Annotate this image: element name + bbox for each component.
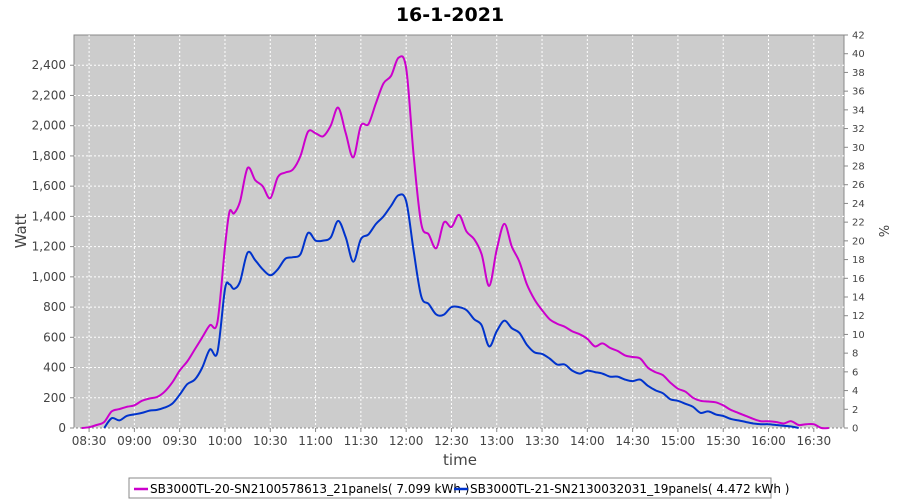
y2-tick-label: 4: [852, 386, 858, 397]
y2-tick-label: 14: [852, 293, 865, 304]
y-tick-label: 800: [43, 300, 66, 314]
y2-tick-label: 40: [852, 49, 865, 60]
y2-tick-label: 28: [852, 162, 865, 173]
legend-box: [128, 477, 772, 499]
x-tick-label: 08:30: [72, 434, 107, 448]
x-tick-label: 14:00: [570, 434, 605, 448]
y2-tick-label: 36: [852, 87, 865, 98]
y2-tick-label: 10: [852, 330, 865, 341]
x-tick-label: 13:00: [479, 434, 514, 448]
x-tick-label: 12:00: [389, 434, 424, 448]
x-tick-label: 16:30: [797, 434, 832, 448]
x-tick-label: 15:00: [661, 434, 696, 448]
y-tick-label: 400: [43, 361, 66, 375]
y-tick-label: 1,400: [32, 209, 66, 223]
y2-tick-label: 16: [852, 274, 865, 285]
x-tick-label: 15:30: [706, 434, 741, 448]
y-tick-label: 2,200: [32, 88, 66, 102]
y2-tick-label: 42: [852, 31, 865, 42]
plot-area: [73, 34, 845, 429]
y2-tick-label: 2: [852, 405, 858, 416]
y-tick-label: 2,000: [32, 119, 66, 133]
y2-tick-label: 18: [852, 255, 865, 266]
y-tick-label: 1,000: [32, 270, 66, 284]
y2-tick-label: 20: [852, 236, 865, 247]
y2-tick-label: 30: [852, 143, 865, 154]
series-line-2: [103, 193, 799, 429]
y-tick-label: 600: [43, 330, 66, 344]
x-tick-label: 16:00: [751, 434, 786, 448]
series-lines: [81, 55, 829, 430]
y-tick-label: 1,200: [32, 240, 66, 254]
y2-tick-label: 22: [852, 218, 865, 229]
legend-label-1: SB3000TL-20-SN2100578613_21panels( 7.099…: [150, 482, 469, 496]
x-axis: 08:30 09:00 09:30 10:00 10:30 11:00 11:30 12:00…: [72, 428, 831, 448]
y-tick-label: 1,600: [32, 179, 66, 193]
x-tick-label: 10:00: [208, 434, 243, 448]
x-tick-label: 11:30: [344, 434, 379, 448]
y2-tick-label: 24: [852, 199, 865, 210]
x-tick-label: 13:30: [525, 434, 560, 448]
chart-title: 16-1-2021: [396, 4, 504, 26]
x-tick-label: 10:30: [253, 434, 288, 448]
x-tick-label: 09:00: [117, 434, 152, 448]
y2-tick-label: 34: [852, 105, 865, 116]
y-tick-label: 2,400: [32, 58, 66, 72]
x-tick-label: 11:00: [298, 434, 333, 448]
y-axis-left: 0 200 400 600 800 1,000 1,200 1,400 1,600 1,800 2,…: [32, 58, 74, 435]
x-tick-label: 12:30: [434, 434, 469, 448]
y2-tick-label: 12: [852, 311, 865, 322]
y-tick-label: 200: [43, 391, 66, 405]
x-tick-label: 14:30: [615, 434, 650, 448]
legend: SB3000TL-20-SN2100578613_21panels( 7.099…: [128, 477, 789, 499]
x-tick-label: 09:30: [162, 434, 197, 448]
x-axis-label: time: [443, 451, 477, 469]
y-axis-label: Watt: [12, 213, 30, 248]
y2-tick-label: 38: [852, 68, 865, 79]
y2-axis-label: %: [875, 225, 890, 237]
y2-tick-label: 0: [852, 424, 858, 435]
y2-tick-label: 32: [852, 124, 865, 135]
y-tick-label: 0: [58, 421, 66, 435]
y2-tick-label: 6: [852, 367, 858, 378]
series-line-1: [81, 55, 829, 430]
legend-label-2: SB3000TL-21-SN2130032031_19panels( 4.472…: [470, 482, 789, 496]
y2-tick-label: 8: [852, 349, 858, 360]
y-tick-label: 1,800: [32, 149, 66, 163]
y2-tick-label: 26: [852, 180, 865, 191]
